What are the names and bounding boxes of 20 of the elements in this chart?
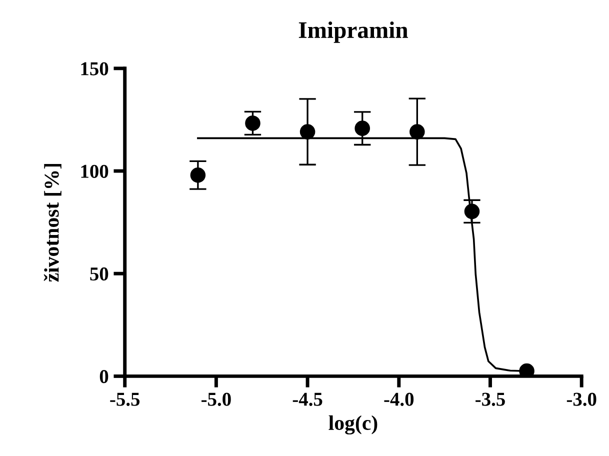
x-tick-label: -5.5: [110, 392, 140, 406]
point: [245, 116, 260, 131]
x-tick-label: -5.0: [202, 392, 231, 406]
x-tick-label: -3.5: [476, 392, 505, 406]
point: [190, 167, 206, 183]
y-tick-label: 50: [90, 267, 108, 281]
point: [464, 204, 480, 220]
y-tick-label: 100: [81, 164, 108, 178]
chart-title: Imipramin: [298, 21, 408, 43]
x-tick-label: -4.0: [384, 392, 414, 406]
point: [300, 124, 316, 140]
y-tick-label: 150: [81, 62, 108, 76]
y-tick-label: 0: [100, 370, 108, 384]
y-axis-title: životnost [%]: [44, 164, 62, 282]
point: [519, 363, 534, 376]
x-tick-label: -4.5: [292, 392, 322, 406]
point: [410, 124, 425, 140]
point: [354, 120, 370, 136]
x-axis-title: log(c): [328, 415, 378, 434]
x-tick-label: -3.0: [566, 392, 596, 406]
